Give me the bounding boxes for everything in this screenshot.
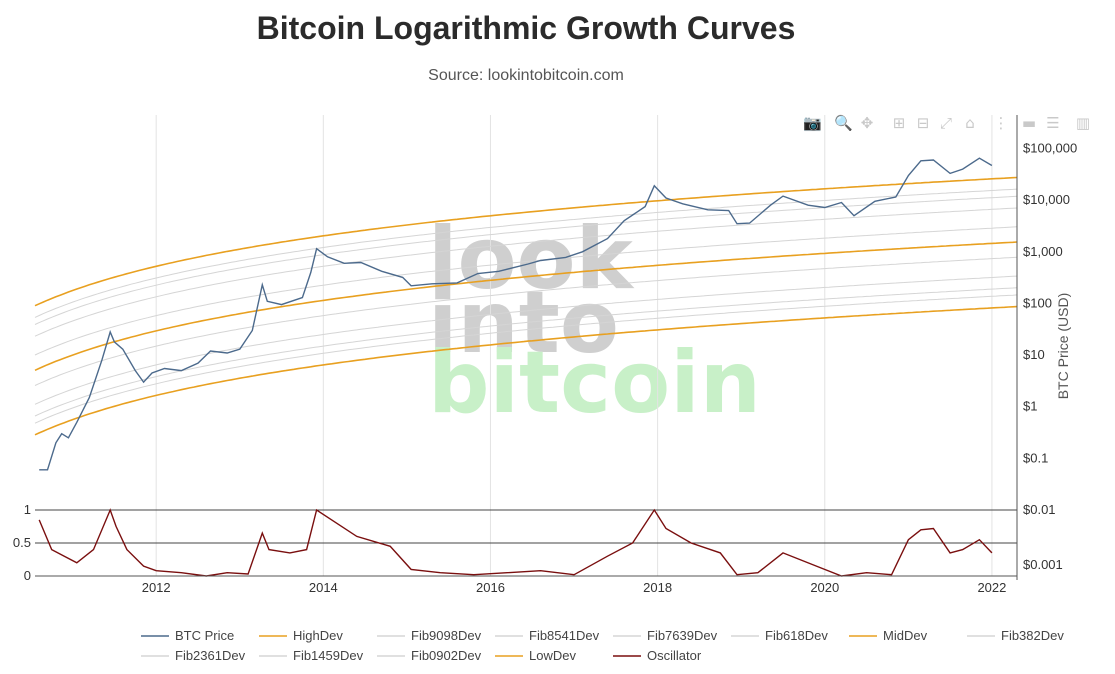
fib9098dev-curve <box>34 188 1018 318</box>
y-axis-label: BTC Price (USD) <box>1055 293 1071 400</box>
legend-item-label: Fib1459Dev <box>293 648 364 663</box>
home-icon[interactable]: ⌂ <box>965 114 975 132</box>
x-tick-label: 2014 <box>309 580 338 595</box>
legend-item-label: LowDev <box>529 648 576 663</box>
btc-price-line <box>39 157 993 471</box>
y-tick-label: $100 <box>1023 295 1052 310</box>
growth-curve-bands <box>34 176 1018 436</box>
middev-curve <box>34 241 1018 372</box>
fib0902dev-curve <box>34 294 1018 424</box>
spike-lines-icon[interactable]: ⋮ <box>993 114 1009 132</box>
hover-compare-icon[interactable]: ☰ <box>1046 114 1060 132</box>
fib1459dev-curve <box>34 287 1018 417</box>
chart-subtitle: Source: lookintobitcoin.com <box>428 67 624 84</box>
y-tick-label: $10,000 <box>1023 192 1070 207</box>
hover-closest-icon[interactable]: ▬ <box>1021 114 1037 132</box>
watermark-line-3: bitcoin <box>428 333 761 433</box>
fib382dev-curve <box>34 256 1018 386</box>
x-tick-label: 2018 <box>643 580 672 595</box>
autoscale-icon[interactable]: ⤢ <box>939 114 952 132</box>
y-tick-label: $0.1 <box>1023 450 1048 465</box>
legend-item-label: Fib618Dev <box>765 628 828 643</box>
legend-item-label: Fib382Dev <box>1001 628 1064 643</box>
legend-item-label: Fib7639Dev <box>647 628 718 643</box>
legend-item-label: Fib8541Dev <box>529 628 600 643</box>
y-tick-label: $10 <box>1023 347 1045 362</box>
watermark-line-1: look <box>428 209 635 309</box>
legend-item-label: HighDev <box>293 628 343 643</box>
legend-item-label: Fib0902Dev <box>411 648 482 663</box>
zoom-icon[interactable]: 🔍 <box>834 114 853 132</box>
oscillator-tick-label: 0.5 <box>13 535 31 550</box>
pan-icon[interactable]: ✥ <box>860 114 874 132</box>
y-tick-label: $0.01 <box>1023 502 1056 517</box>
x-tick-label: 2022 <box>977 580 1006 595</box>
x-tick-label: 2020 <box>810 580 839 595</box>
btc-price-series <box>39 157 993 471</box>
fib2361dev-curve <box>34 275 1018 405</box>
lowdev-curve <box>34 305 1018 436</box>
x-tick-label: 2016 <box>476 580 505 595</box>
fib618dev-curve <box>34 226 1018 356</box>
legend-item-label: Fib2361Dev <box>175 648 246 663</box>
y-tick-label: $100,000 <box>1023 141 1077 156</box>
y-tick-label: $1 <box>1023 399 1037 414</box>
legend-item-label: BTC Price <box>175 628 234 643</box>
highdev-curve <box>34 176 1018 307</box>
chart-title: Bitcoin Logarithmic Growth Curves <box>256 10 796 46</box>
oscillator-tick-label: 0 <box>24 568 31 583</box>
camera-icon[interactable]: 📷 <box>803 114 822 132</box>
fib7639dev-curve <box>34 207 1018 337</box>
watermark: look into bitcoin <box>428 209 761 433</box>
x-tick-label: 2012 <box>142 580 171 595</box>
zoom-in-icon[interactable]: ⊞ <box>892 114 906 132</box>
y-tick-label: $0.001 <box>1023 557 1063 572</box>
legend: BTC Price HighDev Fib9098Dev Fib8541Dev Fib7… <box>141 628 1064 663</box>
plotly-logo-icon[interactable]: ▥ <box>1075 114 1091 132</box>
legend-item-label: Oscillator <box>647 648 702 663</box>
legend-item-label: MidDev <box>883 628 928 643</box>
oscillator-tick-label: 1 <box>24 502 31 517</box>
y-tick-label: $1,000 <box>1023 244 1063 259</box>
oscillator-line <box>38 508 993 577</box>
oscillator-panel <box>35 508 1017 577</box>
fib8541dev-curve <box>34 195 1018 325</box>
legend-item-label: Fib9098Dev <box>411 628 482 643</box>
axes: 2012 2014 2016 2018 2020 2022 $100,000 $10,000 $… <box>13 115 1077 595</box>
zoom-out-icon[interactable]: ⊟ <box>916 114 930 132</box>
